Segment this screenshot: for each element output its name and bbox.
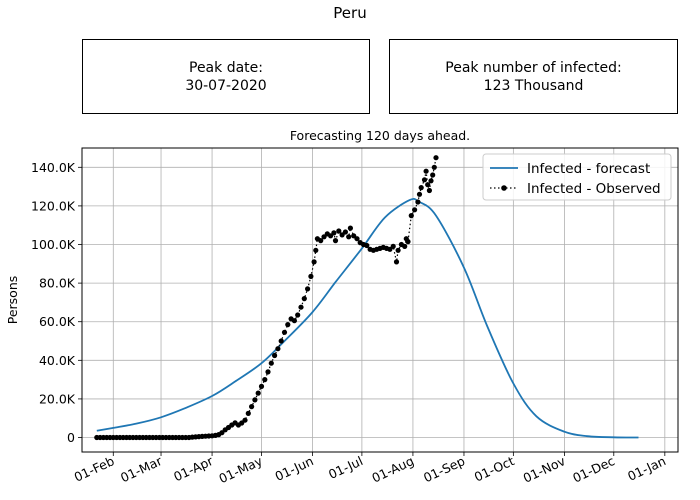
observed-point — [354, 236, 360, 242]
observed-point — [295, 312, 301, 318]
observed-point — [285, 322, 291, 328]
observed-point — [332, 238, 339, 244]
observed-point — [336, 228, 342, 234]
observed-point — [278, 338, 284, 344]
observed-point — [430, 172, 436, 178]
observed-point — [331, 230, 337, 236]
x-tick-label: 01-Sep — [421, 453, 467, 485]
peak-date-box: Peak date: 30-07-2020 — [82, 39, 370, 114]
x-tick-label: 01-Aug — [369, 453, 416, 485]
observed-point — [275, 346, 281, 352]
observed-point — [418, 185, 424, 191]
forecast-line — [96, 198, 639, 439]
observed-point — [313, 247, 319, 253]
observed-point — [249, 404, 255, 410]
y-axis-label: Persons — [5, 276, 20, 325]
observed-point — [245, 410, 251, 416]
observed-point — [415, 199, 421, 205]
x-tick-label: 01-Feb — [72, 453, 117, 485]
peak-number-label: Peak number of infected: — [445, 59, 622, 76]
observed-point — [268, 360, 274, 366]
observed-point — [265, 369, 271, 375]
observed-point — [428, 178, 434, 184]
legend-observed-label: Infected - Observed — [527, 181, 661, 197]
observed-point — [364, 242, 370, 249]
y-tick-label: 60.0K — [39, 314, 76, 329]
peak-number-box: Peak number of infected: 123 Thousand — [389, 39, 678, 114]
x-tick-label: 01-Jan — [625, 453, 668, 484]
plot-frame — [81, 147, 679, 453]
observed-point — [431, 164, 437, 170]
observed-point — [416, 191, 423, 197]
observed-point — [305, 286, 311, 292]
observed-point — [421, 177, 428, 183]
observed-point — [402, 243, 408, 249]
x-tick-label: 01-May — [216, 453, 265, 486]
y-tick-label: 140.0K — [31, 160, 76, 175]
observed-point — [281, 329, 288, 335]
x-tick-label: 01-Dec — [570, 453, 617, 485]
observed-point — [426, 187, 432, 194]
observed-point — [262, 377, 268, 383]
observed-point — [298, 304, 304, 310]
page-title: Peru — [333, 4, 367, 22]
x-tick-label: 01-Jun — [273, 453, 316, 484]
legend-observed-marker — [501, 185, 507, 191]
x-tick-label: 01-Apr — [171, 453, 216, 485]
observed-point — [408, 213, 414, 219]
y-tick-label: 80.0K — [39, 276, 76, 291]
x-tick-label: 01-Mar — [118, 453, 165, 486]
observed-point — [242, 417, 248, 423]
y-tick-label: 20.0K — [39, 391, 76, 406]
x-tick-label: 01-Oct — [472, 453, 517, 485]
observed-point — [405, 239, 411, 245]
observed-point — [311, 259, 317, 265]
legend: Infected - forecast Infected - Observed — [482, 153, 672, 201]
observed-point — [272, 352, 278, 359]
observed-point — [423, 168, 429, 174]
observed-point — [301, 296, 307, 302]
y-tick-label: 100.0K — [31, 237, 76, 252]
observed-point — [395, 247, 401, 253]
chart-title: Forecasting 120 days ahead. — [289, 128, 471, 143]
observed-point — [412, 207, 418, 213]
peak-date-label: Peak date: — [189, 59, 263, 76]
observed-point — [342, 229, 348, 235]
observed-line — [96, 157, 437, 439]
observed-point — [347, 225, 353, 231]
legend-box — [482, 153, 672, 201]
observed-point — [433, 155, 439, 161]
observed-point — [346, 234, 352, 240]
peak-number-value: 123 Thousand — [483, 77, 584, 94]
series-layer — [94, 155, 639, 441]
observed-point — [390, 243, 396, 249]
x-tick-label: 01-Jul — [326, 453, 365, 482]
observed-point — [318, 238, 324, 244]
observed-point — [308, 273, 314, 279]
observed-point — [252, 397, 258, 403]
x-tick-label: 01-Nov — [521, 453, 568, 486]
observed-point — [393, 259, 400, 265]
y-tick-label: 120.0K — [31, 198, 76, 213]
observed-point — [425, 182, 431, 188]
legend-forecast-label: Infected - forecast — [527, 161, 650, 177]
observed-point — [255, 390, 261, 396]
y-tick-label: 0 — [67, 430, 75, 445]
observed-point — [258, 383, 265, 389]
observed-point — [291, 318, 297, 324]
peak-date-value: 30-07-2020 — [185, 77, 267, 94]
y-tick-label: 40.0K — [39, 353, 76, 368]
